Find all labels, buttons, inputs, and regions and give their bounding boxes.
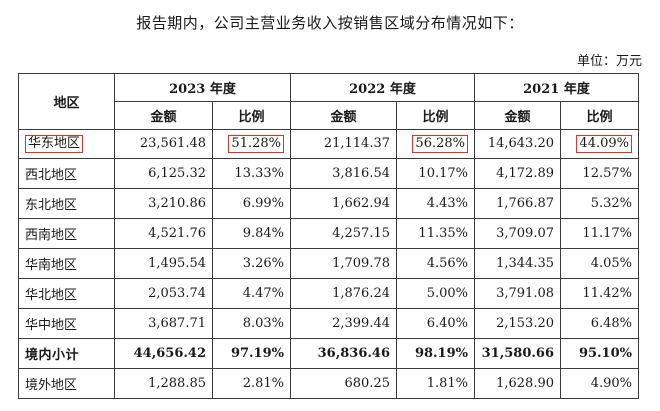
amount-cell: 1,766.87: [474, 187, 561, 219]
ratio-cell: 4.90%: [560, 367, 639, 400]
amount-header-2021: 金额: [474, 101, 561, 130]
ratio-cell: 4.47%: [212, 277, 291, 309]
amount-cell: 3,816.54: [290, 157, 397, 189]
ratio-cell: 4.43%: [396, 187, 475, 219]
amount-cell: 680.25: [290, 367, 397, 400]
region-cell: 华南地区: [18, 247, 115, 279]
ratio-cell: 1.81%: [396, 367, 475, 400]
amount-cell: 3,709.07: [474, 217, 561, 249]
amount-cell: 2,399.44: [290, 307, 397, 339]
table-row: 华东地区 23,561.48 51.28% 21,114.37 56.28% 1…: [18, 129, 639, 159]
amount-cell: 1,288.85: [114, 367, 213, 400]
amount-cell: 1,709.78: [290, 247, 397, 279]
ratio-cell: 6.40%: [396, 307, 475, 339]
amount-cell: 4,257.15: [290, 217, 397, 249]
amount-cell: 2,153.20: [474, 307, 561, 339]
region-cell: 东北地区: [18, 187, 115, 219]
amount-cell: 1,628.90: [474, 367, 561, 400]
ratio-cell: 4.56%: [396, 247, 475, 279]
ratio-header-2022: 比例: [396, 101, 475, 130]
table-row: 东北地区 3,210.86 6.99% 1,662.94 4.43% 1,766…: [18, 187, 639, 219]
region-cell: 西南地区: [18, 217, 115, 249]
ratio-cell: 11.42%: [560, 277, 639, 309]
ratio-cell: 13.33%: [212, 157, 291, 189]
amount-cell: 4,521.76: [114, 217, 213, 249]
region-cell: 华中地区: [18, 307, 115, 339]
amount-cell: 1,876.24: [290, 277, 397, 309]
amount-cell: 3,687.71: [114, 307, 213, 339]
amount-cell: 3,210.86: [114, 187, 213, 219]
ratio-cell: 2.81%: [212, 367, 291, 400]
ratio-cell: 95.10%: [560, 337, 639, 369]
ratio-cell: 6.99%: [212, 187, 291, 219]
ratio-cell-highlighted: 56.28%: [412, 134, 468, 153]
region-cell: 华北地区: [18, 277, 115, 309]
amount-cell: 4,172.89: [474, 157, 561, 189]
ratio-cell: 8.03%: [212, 307, 291, 339]
table-row: 华中地区 3,687.71 8.03% 2,399.44 6.40% 2,153…: [18, 307, 639, 339]
ratio-cell-highlighted: 44.09%: [576, 134, 632, 153]
amount-cell: 6,125.32: [114, 157, 213, 189]
table-row: 华北地区 2,053.74 4.47% 1,876.24 5.00% 3,791…: [18, 277, 639, 309]
amount-header-2022: 金额: [290, 101, 397, 130]
ratio-cell: 11.17%: [560, 217, 639, 249]
subtotal-row: 境内小计 44,656.42 97.19% 36,836.46 98.19% 3…: [18, 337, 639, 369]
year-header-2022: 2022 年度: [290, 73, 475, 102]
ratio-cell: 6.48%: [560, 307, 639, 339]
amount-cell: 36,836.46: [290, 337, 397, 369]
year-header-2021: 2021 年度: [474, 73, 639, 102]
regional-revenue-table: 地区 2023 年度 2022 年度 2021 年度 金额 比例 金额 比例 金…: [18, 73, 639, 400]
region-cell-highlighted: 华东地区: [25, 134, 84, 153]
amount-cell: 1,495.54: [114, 247, 213, 279]
ratio-cell: 5.00%: [396, 277, 475, 309]
amount-cell: 14,643.20: [474, 129, 561, 159]
ratio-cell-highlighted: 51.28%: [228, 134, 284, 153]
amount-cell: 1,662.94: [290, 187, 397, 219]
amount-cell: 3,791.08: [474, 277, 561, 309]
amount-header-2023: 金额: [114, 101, 213, 130]
region-cell: 境外地区: [18, 367, 115, 400]
ratio-cell: 98.19%: [396, 337, 475, 369]
ratio-header-2021: 比例: [560, 101, 639, 130]
amount-cell: 31,580.66: [474, 337, 561, 369]
table-row: 华南地区 1,495.54 3.26% 1,709.78 4.56% 1,344…: [18, 247, 639, 279]
ratio-cell: 10.17%: [396, 157, 475, 189]
intro-text: 报告期内，公司主营业务收入按销售区域分布情况如下：: [136, 14, 524, 32]
ratio-header-2023: 比例: [212, 101, 291, 130]
ratio-cell: 5.32%: [560, 187, 639, 219]
year-header-2023: 2023 年度: [114, 73, 291, 102]
amount-cell: 1,344.35: [474, 247, 561, 279]
amount-cell: 21,114.37: [290, 129, 397, 159]
region-cell: 境内小计: [18, 337, 115, 369]
ratio-cell: 3.26%: [212, 247, 291, 279]
ratio-cell: 11.35%: [396, 217, 475, 249]
ratio-cell: 9.84%: [212, 217, 291, 249]
amount-cell: 23,561.48: [114, 129, 213, 159]
amount-cell: 2,053.74: [114, 277, 213, 309]
ratio-cell: 4.05%: [560, 247, 639, 279]
region-header: 地区: [18, 73, 115, 130]
amount-cell: 44,656.42: [114, 337, 213, 369]
unit-label: 单位：万元: [576, 54, 642, 69]
region-cell: 西北地区: [18, 157, 115, 189]
table-row: 境外地区 1,288.85 2.81% 680.25 1.81% 1,628.9…: [18, 367, 639, 400]
ratio-cell: 97.19%: [212, 337, 291, 369]
table-row: 西北地区 6,125.32 13.33% 3,816.54 10.17% 4,1…: [18, 157, 639, 189]
table-row: 西南地区 4,521.76 9.84% 4,257.15 11.35% 3,70…: [18, 217, 639, 249]
ratio-cell: 12.57%: [560, 157, 639, 189]
